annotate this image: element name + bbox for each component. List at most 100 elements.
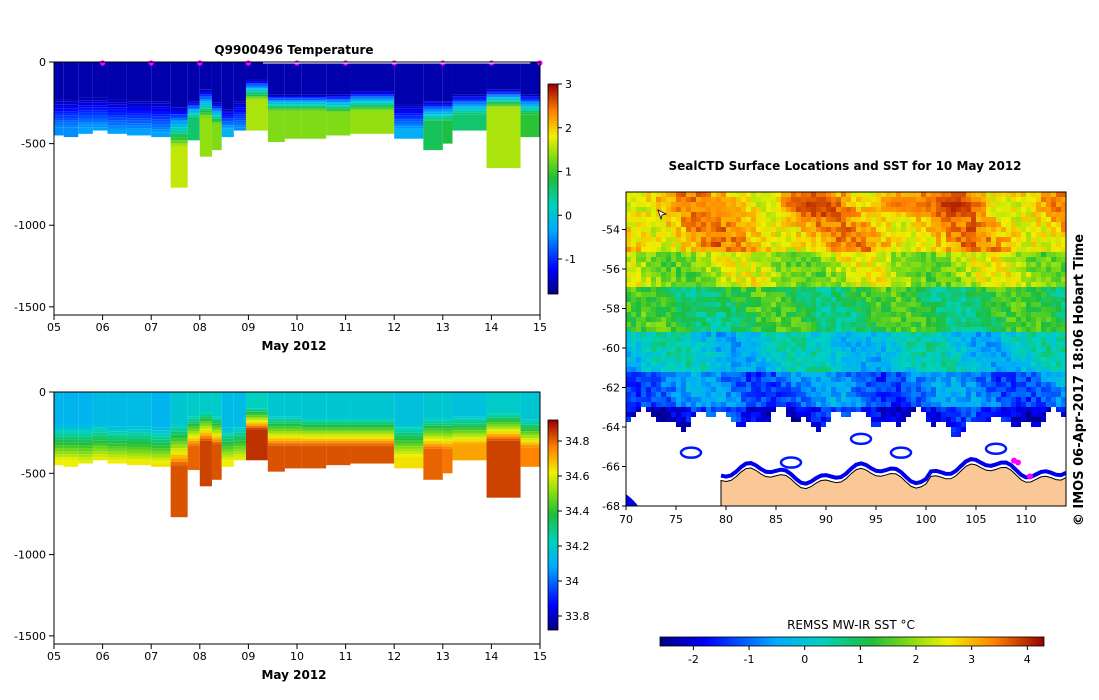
sst-cell	[931, 327, 936, 332]
sst-cell	[1031, 352, 1036, 357]
sst-cell	[856, 272, 861, 277]
sst-cell	[861, 272, 866, 277]
sst-cell	[716, 222, 721, 227]
sst-cell	[846, 217, 851, 222]
sst-cell	[1036, 422, 1041, 427]
sst-cell	[856, 232, 861, 237]
sst-cell	[1046, 212, 1051, 217]
sst-cell	[981, 292, 986, 297]
sst-cell	[671, 207, 676, 212]
sst-cell	[801, 297, 806, 302]
sst-cell	[1041, 367, 1046, 372]
sst-cell	[861, 392, 866, 397]
sst-cell	[1021, 237, 1026, 242]
sst-cell	[871, 237, 876, 242]
sst-cell	[886, 237, 891, 242]
sst-cell	[866, 237, 871, 242]
sst-cell	[946, 382, 951, 387]
sst-cell	[666, 272, 671, 277]
sst-cell	[711, 402, 716, 407]
sst-cell	[871, 347, 876, 352]
sst-cell	[956, 427, 961, 432]
sst-cell	[1001, 287, 1006, 292]
sst-cell	[946, 257, 951, 262]
sst-cell	[806, 272, 811, 277]
sst-cell	[646, 272, 651, 277]
sst-cell	[1006, 342, 1011, 347]
sst-cell	[1041, 332, 1046, 337]
y-tick-label: -500	[21, 138, 46, 151]
sst-cell	[701, 362, 706, 367]
sst-cell	[981, 367, 986, 372]
sst-cell	[986, 347, 991, 352]
sst-cell	[846, 327, 851, 332]
sst-cell	[951, 252, 956, 257]
sst-cell	[711, 337, 716, 342]
sst-cell	[801, 327, 806, 332]
sst-cell	[681, 322, 686, 327]
sst-cell	[816, 327, 821, 332]
sst-cell	[681, 337, 686, 342]
x-tick-label: 07	[144, 650, 158, 663]
sst-cell	[791, 287, 796, 292]
sst-cell	[821, 317, 826, 322]
sst-cell	[881, 307, 886, 312]
sst-cell	[996, 317, 1001, 322]
sst-cell	[1056, 387, 1061, 392]
sst-cell	[896, 237, 901, 242]
sst-cell	[801, 272, 806, 277]
sst-cell	[1001, 342, 1006, 347]
sst-cell	[716, 322, 721, 327]
sst-cell	[836, 232, 841, 237]
sst-cell	[751, 232, 756, 237]
sst-cell	[626, 202, 631, 207]
sst-cell	[656, 237, 661, 242]
sst-cell	[716, 272, 721, 277]
sst-cell	[936, 202, 941, 207]
sst-colorbar-title: REMSS MW-IR SST °C	[787, 618, 915, 632]
sst-cell	[936, 257, 941, 262]
sst-cell	[781, 367, 786, 372]
sst-cell	[641, 357, 646, 362]
sst-cell	[831, 232, 836, 237]
sst-cell	[871, 327, 876, 332]
sst-cell	[1046, 362, 1051, 367]
sst-cell	[746, 402, 751, 407]
sst-cell	[821, 417, 826, 422]
sst-cell	[681, 262, 686, 267]
sst-cell	[926, 212, 931, 217]
sst-cell	[681, 342, 686, 347]
sst-cell	[701, 222, 706, 227]
sst-cell	[721, 237, 726, 242]
sst-cell	[906, 242, 911, 247]
sst-cell	[741, 232, 746, 237]
sst-cell	[671, 237, 676, 242]
sst-cell	[1031, 207, 1036, 212]
sst-cell	[911, 267, 916, 272]
sst-cell	[1061, 372, 1066, 377]
sst-cell	[956, 407, 961, 412]
sst-cell	[1046, 337, 1051, 342]
sst-cell	[1021, 217, 1026, 222]
sst-cell	[846, 237, 851, 242]
sst-cell	[746, 307, 751, 312]
sst-cell	[896, 342, 901, 347]
sst-cell	[646, 347, 651, 352]
sst-cell	[766, 342, 771, 347]
sst-cell	[711, 382, 716, 387]
profile-column	[233, 392, 246, 461]
sst-cell	[991, 317, 996, 322]
sst-cell	[886, 372, 891, 377]
sst-cell	[661, 387, 666, 392]
sst-cell	[731, 227, 736, 232]
sst-cell	[736, 417, 741, 422]
sst-cell	[811, 282, 816, 287]
sst-cell	[1056, 297, 1061, 302]
sst-cell	[701, 402, 706, 407]
sst-cell	[776, 397, 781, 402]
sst-cell	[816, 387, 821, 392]
sst-cell	[921, 322, 926, 327]
sst-cell	[956, 372, 961, 377]
sst-cell	[956, 392, 961, 397]
sst-cell	[691, 357, 696, 362]
